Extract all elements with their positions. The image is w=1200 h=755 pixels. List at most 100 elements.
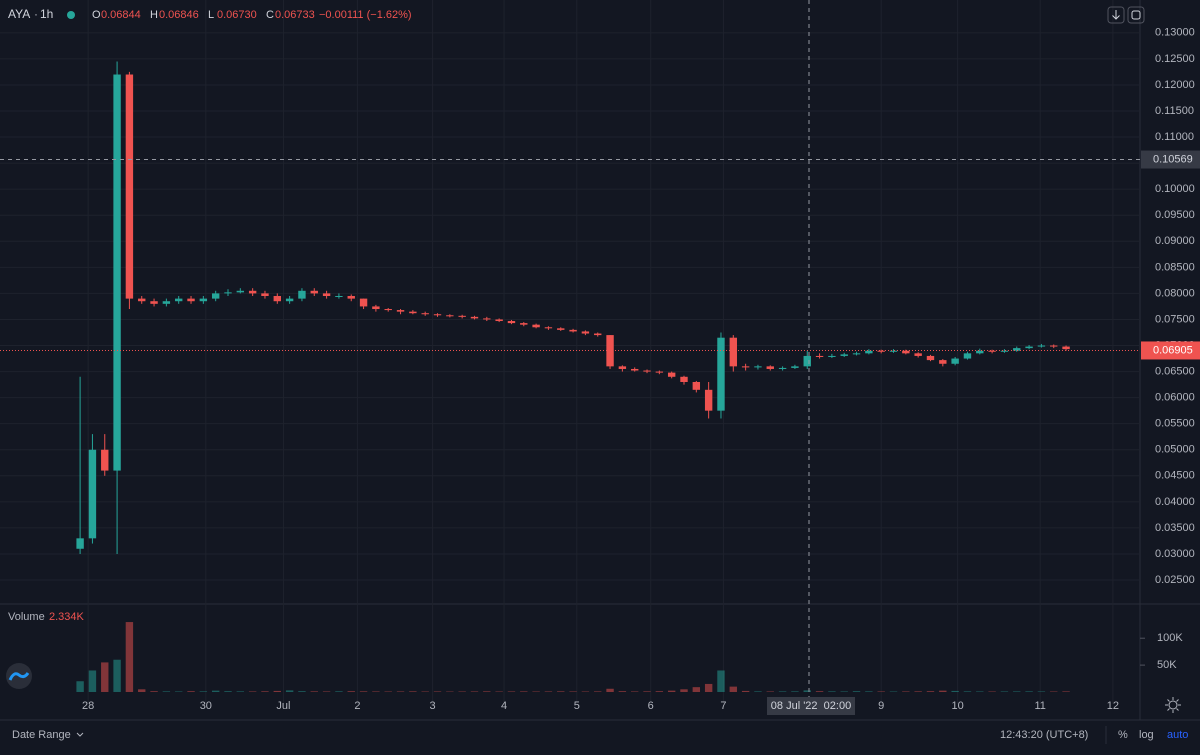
candle-body: [890, 351, 897, 352]
candle-body: [532, 325, 539, 328]
separator: ·: [34, 7, 38, 21]
auto-toggle[interactable]: auto: [1167, 729, 1188, 741]
candle-body: [495, 319, 502, 321]
candle-body: [385, 309, 392, 310]
ohlc-key: H: [150, 9, 158, 21]
candle-body: [742, 366, 749, 367]
volume-bar: [976, 691, 983, 692]
volume-bar: [76, 681, 83, 692]
volume-bar: [163, 691, 170, 692]
candle-body: [471, 317, 478, 319]
x-tick-label: 11: [1034, 700, 1045, 712]
volume-bar: [1038, 691, 1045, 692]
candle-body: [200, 299, 207, 302]
date-range[interactable]: Date Range: [12, 729, 71, 741]
volume-bar: [569, 691, 576, 692]
percent-toggle[interactable]: %: [1118, 729, 1128, 741]
interval: 1h: [40, 7, 53, 21]
candle-body: [804, 356, 811, 366]
volume-bar: [705, 684, 712, 692]
symbol: AYA: [8, 7, 30, 21]
candle-body: [508, 321, 515, 323]
volume-bar: [237, 691, 244, 692]
volume-bar: [348, 691, 355, 692]
ohlc-key: O: [92, 9, 101, 21]
volume-bar: [311, 691, 318, 692]
volume-bar: [1025, 691, 1032, 692]
y-tick-label: 0.12500: [1155, 53, 1195, 65]
y-tick-label: 0.08000: [1155, 287, 1195, 299]
volume-bar: [853, 691, 860, 692]
y-tick-label: 0.03500: [1155, 522, 1195, 534]
x-tick-label: 5: [574, 700, 580, 712]
candle-body: [914, 353, 921, 356]
y-tick-label: 0.09000: [1155, 235, 1195, 247]
volume-bar: [483, 691, 490, 692]
candle-body: [964, 353, 971, 358]
x-tick-label: 4: [501, 700, 507, 712]
volume-bar: [409, 691, 416, 692]
candle-body: [113, 75, 120, 471]
volume-bar: [767, 691, 774, 692]
log-toggle[interactable]: log: [1139, 729, 1154, 741]
volume-bar: [656, 691, 663, 692]
status-dot: [67, 11, 75, 19]
volume-bar: [914, 691, 921, 692]
candle-body: [138, 299, 145, 302]
volume-bar: [865, 691, 872, 692]
candle-body: [249, 291, 256, 294]
candle-body: [730, 338, 737, 367]
ohlc-value: 0.06846: [159, 9, 199, 21]
volume-bar: [557, 691, 564, 692]
candle-body: [187, 299, 194, 302]
volume-bar: [693, 687, 700, 692]
ohlc-key: C: [266, 9, 274, 21]
y-tick-label: 0.11500: [1155, 105, 1194, 117]
candle-body: [89, 450, 96, 539]
ohlc-key: L: [208, 9, 214, 21]
y-tick-label: 0.08500: [1155, 261, 1195, 273]
x-tick-label: 28: [82, 700, 94, 712]
candle-body: [1001, 351, 1008, 352]
logo[interactable]: [6, 663, 32, 689]
y-tick-label: 0.06000: [1155, 392, 1195, 404]
candle-body: [656, 372, 663, 373]
candle-body: [902, 351, 909, 354]
candle-body: [717, 338, 724, 411]
volume-bar: [606, 689, 613, 692]
volume-bar: [717, 670, 724, 692]
y-tick-label: 0.05000: [1155, 444, 1195, 456]
volume-bar: [668, 691, 675, 692]
candle-body: [458, 316, 465, 317]
volume-bar: [224, 691, 231, 692]
volume-bar: [680, 689, 687, 692]
ohlc-value: 0.06733: [275, 9, 315, 21]
y-tick-label: 0.11000: [1155, 131, 1194, 143]
clock: 12:43:20 (UTC+8): [1000, 729, 1088, 741]
crosshair-time-label: 08 Jul '22 02:00: [771, 700, 851, 712]
volume-bar: [754, 691, 761, 692]
candle-body: [397, 310, 404, 312]
candle-body: [348, 296, 355, 299]
candle-body: [372, 306, 379, 309]
candle-body: [767, 366, 774, 369]
candle-body: [643, 371, 650, 372]
candle-body: [175, 299, 182, 302]
candle-body: [483, 318, 490, 319]
candle-body: [631, 369, 638, 371]
candle-body: [619, 366, 626, 369]
candle-body: [261, 293, 268, 296]
volume-bar: [298, 691, 305, 692]
candle-body: [693, 382, 700, 390]
y-tick-label: 0.06500: [1155, 365, 1195, 377]
candle-body: [1062, 347, 1069, 350]
candle-body: [877, 351, 884, 352]
x-tick-label: 30: [200, 700, 212, 712]
candle-body: [569, 330, 576, 332]
candle-body: [754, 366, 761, 367]
x-tick-label: 6: [648, 700, 654, 712]
volume-bar: [126, 622, 133, 692]
